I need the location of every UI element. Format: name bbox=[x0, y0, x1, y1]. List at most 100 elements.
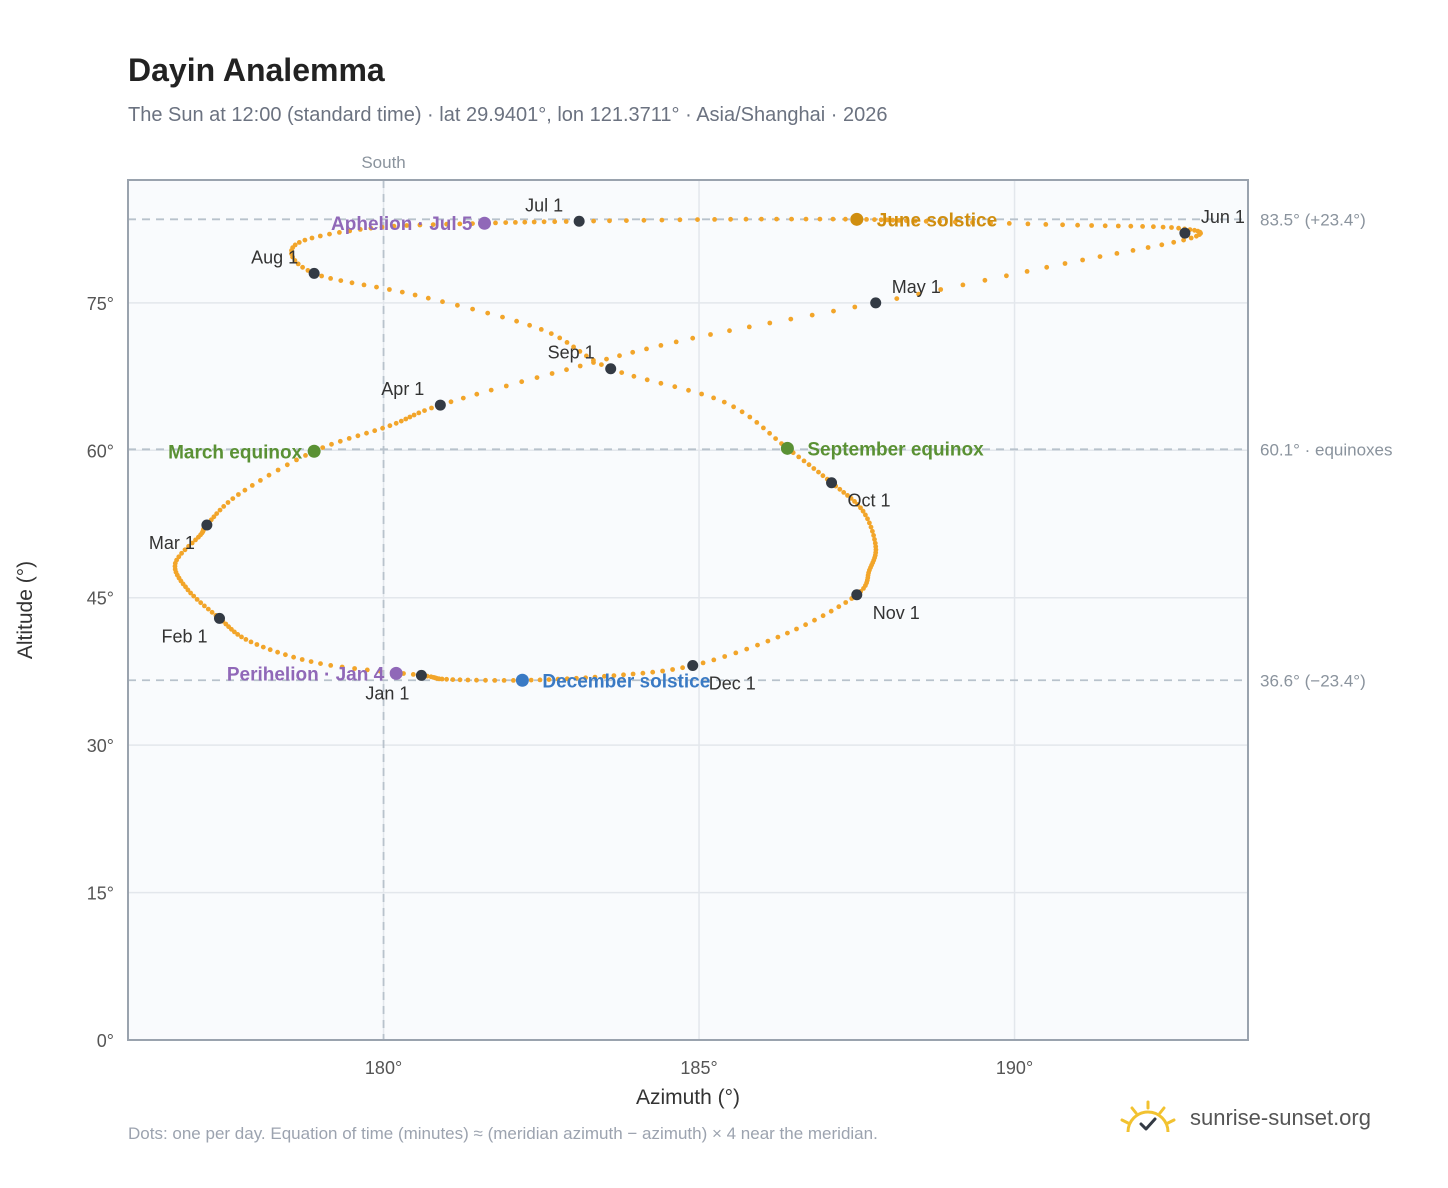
day-dot bbox=[599, 362, 604, 367]
day-dot bbox=[894, 296, 900, 301]
day-dot bbox=[658, 380, 664, 386]
day-dot bbox=[982, 277, 988, 283]
day-dot bbox=[522, 219, 528, 225]
reference-line-label: 36.6° (−23.4°) bbox=[1260, 671, 1366, 690]
day-dot bbox=[374, 284, 379, 290]
day-dot bbox=[759, 216, 764, 222]
day-dot bbox=[328, 276, 333, 281]
day-dot bbox=[379, 224, 385, 230]
month-marker bbox=[308, 267, 320, 279]
day-dot bbox=[1128, 223, 1134, 229]
day-dot bbox=[577, 363, 583, 369]
month-label: Aug 1 bbox=[251, 247, 298, 267]
day-dot bbox=[337, 230, 342, 235]
day-dot bbox=[1006, 221, 1012, 226]
day-dot bbox=[960, 282, 966, 288]
day-dot bbox=[299, 657, 305, 662]
day-dot bbox=[788, 316, 794, 322]
day-dot bbox=[391, 223, 397, 229]
day-dot bbox=[372, 428, 378, 434]
day-dot bbox=[722, 654, 728, 659]
day-dot bbox=[214, 511, 220, 516]
day-dot bbox=[855, 502, 860, 507]
day-dot bbox=[387, 423, 393, 429]
day-dot bbox=[871, 533, 876, 538]
plot-border bbox=[127, 179, 1249, 1041]
day-dot bbox=[377, 668, 383, 674]
day-dot bbox=[712, 217, 717, 222]
day-dot bbox=[708, 332, 713, 337]
brand-name[interactable]: sunrise-sunset.org bbox=[1190, 1105, 1371, 1130]
day-dot bbox=[296, 240, 302, 245]
day-dot bbox=[564, 676, 570, 682]
day-dot bbox=[690, 335, 696, 341]
day-dot bbox=[527, 322, 532, 328]
day-dot bbox=[430, 222, 436, 228]
day-dot bbox=[670, 667, 675, 672]
day-dot bbox=[1080, 257, 1085, 263]
day-dot bbox=[300, 264, 305, 270]
day-dot bbox=[488, 387, 494, 393]
day-dot bbox=[872, 217, 877, 223]
day-dot bbox=[937, 219, 943, 225]
day-dot bbox=[450, 677, 456, 682]
day-dot bbox=[493, 220, 498, 226]
day-dot bbox=[848, 496, 854, 501]
day-dot bbox=[302, 237, 308, 243]
day-dot bbox=[761, 425, 766, 431]
day-dot bbox=[329, 441, 334, 447]
day-dot bbox=[347, 228, 353, 234]
day-dot bbox=[303, 453, 308, 458]
day-dot bbox=[843, 600, 849, 605]
day-dot bbox=[380, 425, 385, 431]
day-dot bbox=[295, 261, 301, 267]
day-dot bbox=[890, 217, 896, 223]
day-dot bbox=[407, 414, 413, 420]
day-dot bbox=[604, 356, 609, 362]
day-dot bbox=[1043, 222, 1049, 227]
day-dot bbox=[404, 223, 410, 228]
day-dot bbox=[557, 335, 563, 341]
day-dot bbox=[444, 676, 449, 682]
day-dot bbox=[500, 314, 505, 320]
day-dot bbox=[845, 493, 850, 498]
month-label: Jun 1 bbox=[1201, 207, 1245, 227]
month-marker bbox=[415, 669, 427, 681]
day-dot bbox=[448, 399, 454, 405]
day-dot bbox=[1171, 239, 1177, 245]
brand[interactable]: sunrise-sunset.org bbox=[1120, 1100, 1371, 1136]
markers: Jan 1 Feb 1 Mar 1 Apr 1 May 1 Jun 1 Jul 1 Aug 1… bbox=[149, 195, 1245, 703]
day-dot bbox=[457, 221, 463, 227]
month-marker bbox=[605, 363, 617, 375]
day-dot bbox=[789, 216, 794, 222]
day-dot bbox=[503, 383, 509, 389]
day-dot bbox=[721, 399, 727, 405]
day-dot bbox=[1097, 254, 1103, 259]
day-dot bbox=[863, 512, 868, 518]
day-dot bbox=[410, 672, 416, 677]
day-dot bbox=[514, 318, 519, 324]
day-dot bbox=[1062, 261, 1068, 266]
day-dot bbox=[1025, 221, 1031, 227]
day-dot bbox=[699, 391, 704, 397]
day-dot bbox=[607, 218, 612, 224]
day-dot bbox=[591, 218, 596, 224]
day-dot bbox=[812, 617, 817, 623]
day-dot bbox=[470, 221, 475, 227]
day-dot bbox=[541, 219, 547, 225]
day-dot bbox=[249, 483, 255, 488]
x-tick-label: 180° bbox=[365, 1058, 402, 1078]
month-marker bbox=[851, 589, 863, 601]
day-dot bbox=[355, 433, 361, 439]
day-dot bbox=[440, 299, 445, 305]
day-dot bbox=[1089, 223, 1094, 228]
day-dot bbox=[1160, 224, 1166, 230]
chart-subtitle: The Sun at 12:00 (standard time) · lat 2… bbox=[128, 104, 888, 126]
reference-line-label: 83.5° (+23.4°) bbox=[1260, 210, 1366, 229]
day-dot bbox=[225, 500, 231, 505]
day-dot bbox=[186, 543, 192, 549]
day-dot bbox=[254, 642, 260, 647]
day-dot bbox=[564, 367, 569, 373]
day-dot bbox=[290, 254, 295, 260]
